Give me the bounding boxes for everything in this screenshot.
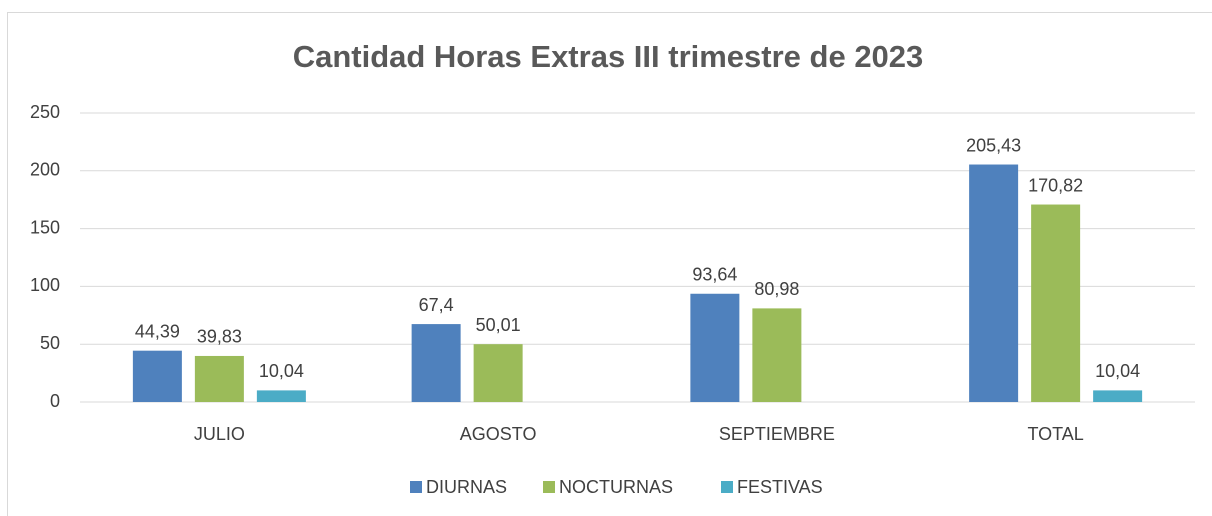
x-tick-label: TOTAL [1027,424,1083,444]
bar [1093,390,1143,402]
y-tick-label: 200 [30,160,60,180]
chart-title: Cantidad Horas Extras III trimestre de 2… [293,39,924,74]
y-tick-label: 0 [50,391,60,411]
y-tick-label: 150 [30,217,60,237]
data-label: 67,4 [419,295,454,315]
bar [690,293,740,402]
data-label: 170,82 [1028,175,1083,195]
bar [1031,204,1081,402]
data-label: 39,83 [197,327,242,347]
legend-label: DIURNAS [426,477,507,497]
y-tick-label: 100 [30,275,60,295]
bar [411,324,461,402]
legend-label: FESTIVAS [737,477,823,497]
y-tick-label: 250 [30,102,60,122]
x-tick-label: AGOSTO [460,424,537,444]
legend-swatch [721,481,733,493]
data-label: 205,43 [966,135,1021,155]
data-label: 50,01 [476,315,521,335]
x-tick-label: JULIO [194,424,245,444]
y-tick-label: 50 [40,333,60,353]
legend-swatch [410,481,422,493]
legend-swatch [543,481,555,493]
data-label: 44,39 [135,321,180,341]
bar [194,355,244,402]
x-tick-label: SEPTIEMBRE [719,424,835,444]
data-label: 80,98 [754,279,799,299]
bar [256,390,306,402]
data-label: 10,04 [1095,361,1140,381]
bar [473,344,523,402]
bar [752,308,802,402]
legend-label: NOCTURNAS [559,477,673,497]
data-label: 93,64 [692,265,737,285]
bar [969,164,1019,402]
bar [132,350,182,402]
data-label: 10,04 [259,361,304,381]
